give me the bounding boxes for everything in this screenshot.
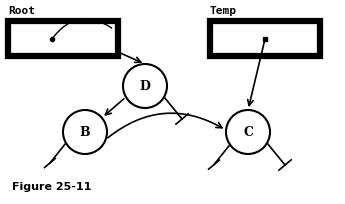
Text: C: C <box>243 125 253 139</box>
Circle shape <box>123 64 167 108</box>
Text: Root: Root <box>8 6 35 16</box>
Text: Figure 25-11: Figure 25-11 <box>12 182 91 192</box>
Text: D: D <box>140 80 150 92</box>
Bar <box>210 21 320 56</box>
Bar <box>8 21 118 56</box>
Circle shape <box>63 110 107 154</box>
Text: Temp: Temp <box>210 6 237 16</box>
Circle shape <box>226 110 270 154</box>
Text: B: B <box>80 125 90 139</box>
